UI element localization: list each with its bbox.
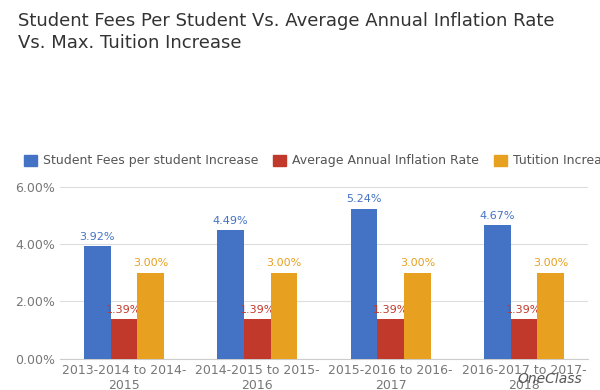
Text: 1.39%: 1.39%	[506, 305, 542, 315]
Text: 3.92%: 3.92%	[80, 232, 115, 242]
Text: 3.00%: 3.00%	[400, 259, 435, 268]
Bar	[511, 319, 538, 359]
Bar	[538, 273, 564, 359]
Text: 3.00%: 3.00%	[266, 259, 302, 268]
Bar	[404, 273, 431, 359]
Bar	[377, 319, 404, 359]
Text: 1.39%: 1.39%	[373, 305, 409, 315]
Text: 3.00%: 3.00%	[133, 259, 168, 268]
Bar	[350, 209, 377, 359]
Text: OneClass: OneClass	[517, 372, 582, 386]
Bar	[217, 230, 244, 359]
Bar	[484, 225, 511, 359]
Text: 1.39%: 1.39%	[106, 305, 142, 315]
Bar	[271, 273, 298, 359]
Text: Student Fees Per Student Vs. Average Annual Inflation Rate
Vs. Max. Tuition Incr: Student Fees Per Student Vs. Average Ann…	[18, 12, 554, 52]
Bar	[84, 246, 110, 359]
Bar	[244, 319, 271, 359]
Legend: Student Fees per student Increase, Average Annual Inflation Rate, Tutition Incre: Student Fees per student Increase, Avera…	[24, 154, 600, 167]
Text: 3.00%: 3.00%	[533, 259, 568, 268]
Text: 4.67%: 4.67%	[479, 211, 515, 221]
Bar	[110, 319, 137, 359]
Text: 4.49%: 4.49%	[213, 216, 248, 226]
Text: 1.39%: 1.39%	[239, 305, 275, 315]
Bar	[137, 273, 164, 359]
Text: 5.24%: 5.24%	[346, 194, 382, 204]
